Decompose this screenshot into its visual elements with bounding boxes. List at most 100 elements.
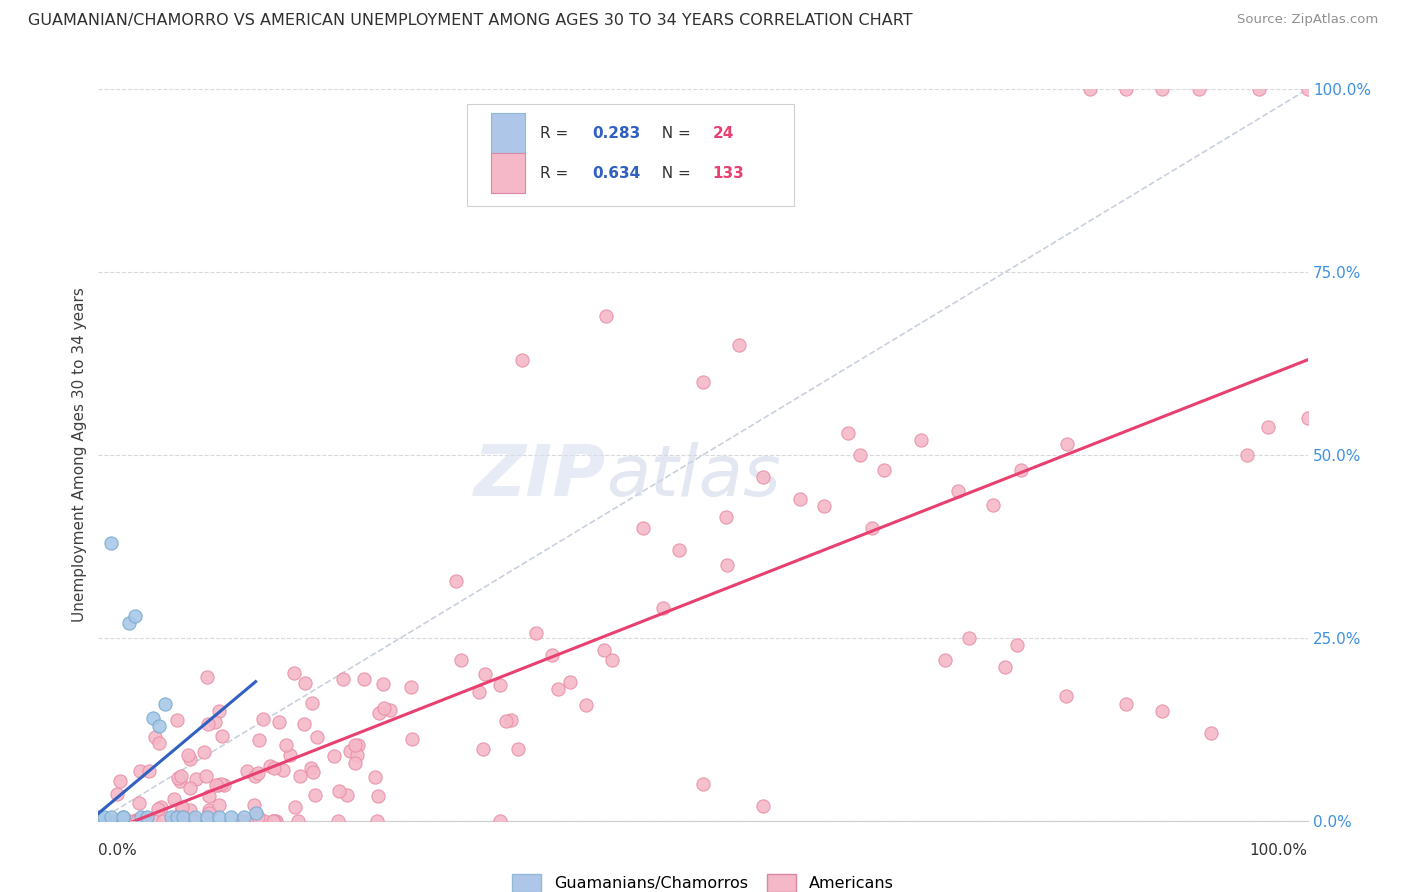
- Point: [198, 789, 221, 803]
- Point: [752, 470, 775, 484]
- Point: [1054, 690, 1077, 704]
- Point: [547, 681, 569, 696]
- Point: [860, 521, 883, 535]
- Point: [163, 812, 186, 826]
- Text: 24: 24: [713, 126, 734, 141]
- Point: [152, 814, 174, 828]
- Point: [299, 761, 322, 775]
- Point: [170, 769, 193, 783]
- Point: [813, 499, 835, 513]
- Point: [183, 814, 205, 828]
- Point: [401, 731, 423, 746]
- Point: [246, 810, 269, 824]
- Point: [239, 814, 262, 828]
- Point: [294, 676, 316, 690]
- Point: [198, 803, 221, 817]
- Point: [1115, 82, 1137, 96]
- Point: [100, 535, 122, 549]
- Point: [207, 778, 229, 792]
- Point: [172, 814, 194, 828]
- Text: 0.283: 0.283: [592, 126, 640, 141]
- Point: [115, 814, 138, 828]
- Point: [134, 814, 156, 828]
- Point: [135, 810, 157, 824]
- Point: [160, 810, 183, 824]
- Y-axis label: Unemployment Among Ages 30 to 34 years: Unemployment Among Ages 30 to 34 years: [72, 287, 87, 623]
- Point: [221, 810, 243, 824]
- Point: [177, 747, 200, 762]
- Point: [371, 677, 394, 691]
- Text: ZIP: ZIP: [474, 442, 606, 511]
- Point: [575, 698, 598, 713]
- Text: atlas: atlas: [606, 442, 780, 511]
- Point: [124, 608, 146, 623]
- Point: [873, 462, 896, 476]
- Point: [183, 814, 205, 828]
- Point: [264, 814, 287, 828]
- Point: [631, 521, 654, 535]
- Text: 0.634: 0.634: [592, 166, 640, 181]
- Text: R =: R =: [540, 126, 572, 141]
- Point: [994, 660, 1017, 674]
- Point: [1078, 82, 1101, 96]
- Point: [1152, 704, 1174, 718]
- Point: [179, 752, 201, 766]
- Point: [276, 738, 298, 752]
- Point: [148, 736, 170, 750]
- Point: [343, 756, 366, 770]
- Point: [197, 717, 219, 731]
- Point: [692, 777, 714, 791]
- Point: [1296, 82, 1319, 96]
- Point: [172, 810, 194, 824]
- Point: [948, 484, 970, 499]
- Point: [506, 742, 529, 756]
- Point: [489, 814, 512, 828]
- Point: [91, 814, 114, 828]
- Point: [1056, 437, 1078, 451]
- Text: Source: ZipAtlas.com: Source: ZipAtlas.com: [1237, 13, 1378, 27]
- Point: [262, 814, 284, 828]
- Point: [910, 434, 932, 448]
- Point: [692, 375, 714, 389]
- Point: [332, 672, 354, 686]
- Point: [247, 766, 270, 780]
- Point: [326, 814, 349, 828]
- Point: [208, 810, 231, 824]
- Point: [450, 653, 472, 667]
- Point: [336, 788, 359, 802]
- Point: [716, 558, 738, 572]
- Point: [169, 774, 191, 789]
- Point: [474, 667, 496, 681]
- Text: N =: N =: [652, 166, 696, 181]
- Text: GUAMANIAN/CHAMORRO VS AMERICAN UNEMPLOYMENT AMONG AGES 30 TO 34 YEARS CORRELATIO: GUAMANIAN/CHAMORRO VS AMERICAN UNEMPLOYM…: [28, 13, 912, 29]
- Text: R =: R =: [540, 166, 572, 181]
- Point: [364, 770, 387, 784]
- Point: [323, 749, 346, 764]
- Point: [205, 778, 228, 792]
- FancyBboxPatch shape: [492, 153, 526, 194]
- Point: [124, 814, 146, 828]
- Point: [179, 804, 201, 818]
- Point: [284, 800, 307, 814]
- Point: [114, 814, 136, 828]
- Point: [346, 747, 368, 762]
- Point: [558, 675, 581, 690]
- Point: [100, 810, 122, 824]
- Point: [446, 574, 468, 588]
- Point: [143, 814, 166, 828]
- Point: [1236, 448, 1258, 462]
- Point: [186, 772, 208, 787]
- Point: [524, 626, 547, 640]
- Point: [129, 764, 152, 779]
- Point: [1199, 726, 1222, 740]
- Point: [193, 745, 215, 759]
- Point: [122, 814, 145, 828]
- Point: [212, 778, 235, 792]
- Point: [983, 499, 1005, 513]
- Point: [231, 814, 253, 828]
- Point: [262, 814, 284, 828]
- Point: [789, 491, 811, 506]
- Point: [488, 678, 510, 692]
- Point: [93, 814, 115, 828]
- Point: [347, 738, 370, 752]
